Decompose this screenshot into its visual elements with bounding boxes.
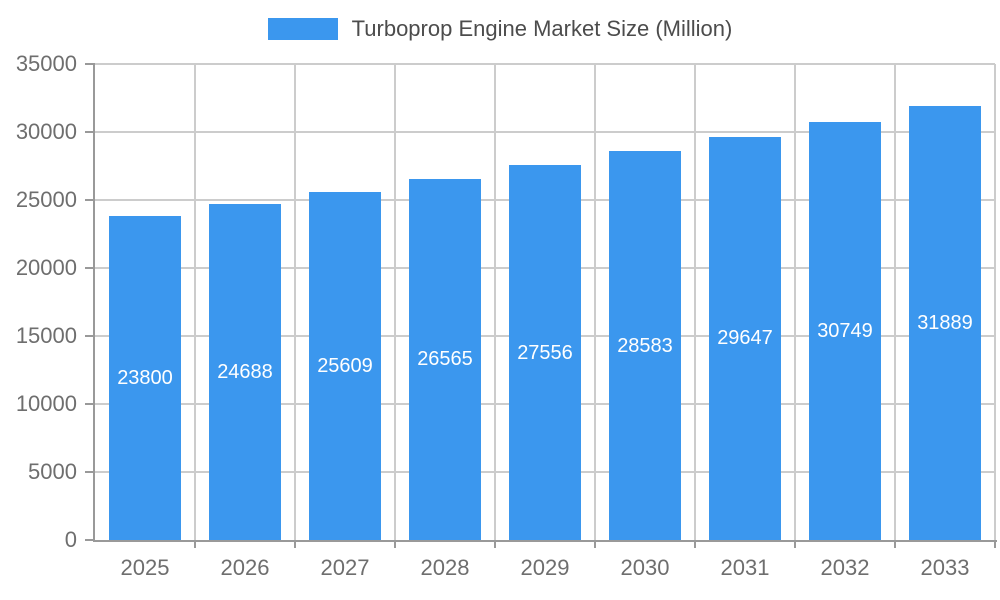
legend-label: Turboprop Engine Market Size (Million) (351, 16, 733, 41)
h-gridline (95, 63, 995, 65)
bar-2025 (109, 216, 181, 540)
bar-2026 (209, 204, 281, 540)
y-axis-tick (85, 199, 95, 201)
bar-2031 (709, 136, 781, 540)
x-axis-line (93, 540, 997, 542)
x-tick-label: 2025 (120, 555, 170, 580)
x-tick-label: 2026 (220, 555, 270, 580)
x-tick-label: 2032 (820, 555, 870, 580)
x-axis-tick (594, 540, 596, 548)
bar-value-label: 25609 (317, 354, 373, 377)
x-axis-tick (494, 540, 496, 548)
v-gridline (794, 64, 796, 540)
bar-2032 (809, 121, 881, 540)
y-tick-label: 25000 (15, 187, 77, 212)
x-tick-label: 2029 (520, 555, 570, 580)
bar-value-label: 27556 (517, 341, 573, 364)
y-axis-tick (85, 131, 95, 133)
x-axis-tick (194, 540, 196, 548)
y-axis-line (93, 64, 95, 542)
x-tick-label: 2027 (320, 555, 370, 580)
v-gridline (694, 64, 696, 540)
x-axis-tick (894, 540, 896, 548)
bar-value-label: 24688 (217, 361, 273, 384)
y-axis-tick (85, 63, 95, 65)
bar-value-label: 26565 (417, 348, 473, 371)
v-gridline (494, 64, 496, 540)
bar-2027 (309, 191, 381, 540)
h-gridline (95, 131, 995, 133)
bar-2029 (509, 165, 581, 540)
bar-value-label: 31889 (917, 312, 973, 335)
bar-value-label: 29647 (717, 327, 773, 350)
y-tick-label: 0 (64, 527, 77, 552)
x-axis-tick (794, 540, 796, 548)
chart-legend: Turboprop Engine Market Size (Million) (0, 16, 1000, 42)
x-axis-tick (694, 540, 696, 548)
v-gridline (294, 64, 296, 540)
y-axis-tick (85, 403, 95, 405)
v-gridline (194, 64, 196, 540)
x-tick-label: 2033 (920, 555, 970, 580)
bar-value-label: 28583 (617, 334, 673, 357)
x-tick-label: 2031 (720, 555, 770, 580)
v-gridline (394, 64, 396, 540)
y-tick-label: 15000 (15, 323, 77, 348)
y-tick-label: 35000 (15, 51, 77, 76)
legend-swatch (267, 18, 338, 40)
x-tick-label: 2030 (620, 555, 670, 580)
x-axis-tick (994, 540, 996, 548)
bar-value-label: 30749 (817, 319, 873, 342)
v-gridline (594, 64, 596, 540)
bar-2030 (609, 151, 681, 540)
bar-value-label: 23800 (117, 367, 173, 390)
bar-2028 (409, 178, 481, 540)
y-axis-tick (85, 539, 95, 541)
y-axis-tick (85, 267, 95, 269)
v-gridline (894, 64, 896, 540)
y-tick-label: 5000 (28, 459, 77, 484)
y-tick-label: 30000 (15, 119, 77, 144)
x-axis-tick (394, 540, 396, 548)
y-tick-label: 20000 (15, 255, 77, 280)
y-tick-label: 10000 (15, 391, 77, 416)
v-gridline (994, 64, 996, 540)
y-axis-tick (85, 471, 95, 473)
x-axis-tick (294, 540, 296, 548)
x-tick-label: 2028 (420, 555, 470, 580)
bar-2033 (909, 106, 981, 540)
y-axis-tick (85, 335, 95, 337)
